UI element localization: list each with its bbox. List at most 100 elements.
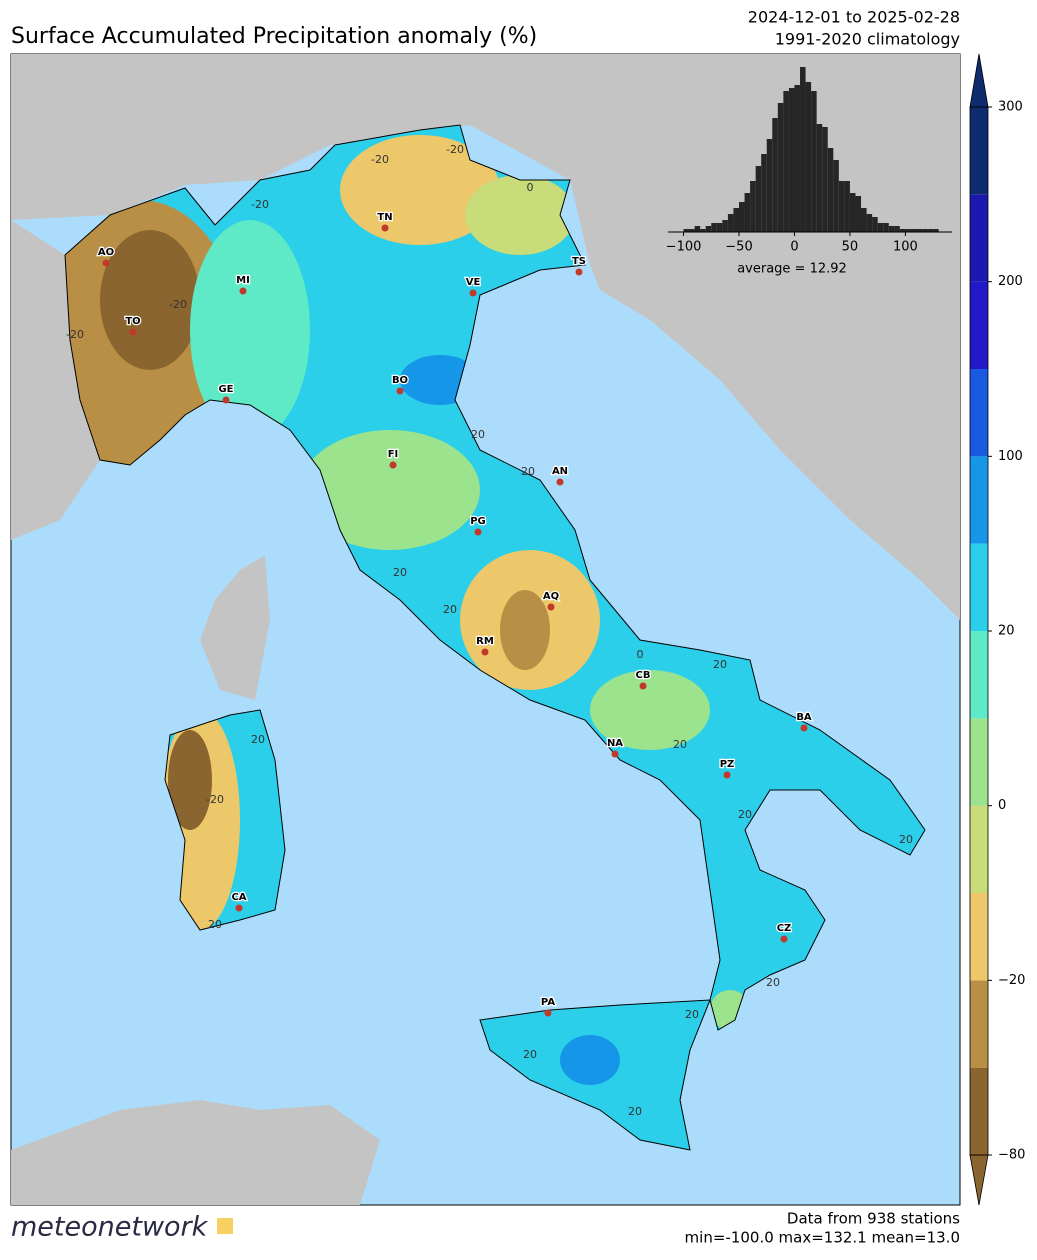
city-label: AN (552, 466, 568, 477)
logo-square (217, 1218, 233, 1234)
colorbar-extend-low (969, 1154, 989, 1206)
hist-bar (694, 226, 701, 232)
city-label: VE (466, 277, 481, 288)
hist-bar (772, 118, 778, 232)
colorbar-tick-label: −80 (998, 1148, 1025, 1163)
hist-bar (861, 208, 867, 232)
hist-bar (816, 124, 823, 232)
hist-bar (877, 223, 884, 232)
contour-label: 20 (738, 808, 752, 821)
contour-label: 20 (628, 1105, 642, 1118)
colorbar-tick-label: 200 (998, 274, 1023, 289)
colorbar-band (970, 194, 988, 282)
contour-label: 20 (899, 833, 913, 846)
city-marker (575, 268, 583, 276)
colorbar-extend-high (969, 53, 989, 108)
hist-bar (683, 229, 690, 232)
hist-annotation: average = 12.92 (737, 262, 847, 277)
hist-tick-label: 100 (893, 240, 918, 255)
hist-bar (910, 229, 917, 232)
city-label: CB (636, 670, 651, 681)
city-marker (474, 528, 482, 536)
hist-bar (927, 229, 934, 232)
hist-bar (689, 229, 695, 232)
contour-label: 20 (713, 658, 727, 671)
corsica (200, 555, 270, 700)
city-marker (800, 724, 808, 732)
hist-bar (833, 160, 839, 232)
contour-label: 20 (471, 428, 485, 441)
hist-bar (844, 181, 850, 232)
city-marker (102, 259, 110, 267)
hist-bar (922, 229, 928, 232)
city-marker (235, 904, 243, 912)
city-marker (129, 328, 137, 336)
contour-label: 20 (766, 976, 780, 989)
colorbar-tick-label: 300 (998, 100, 1023, 115)
hist-bar (766, 139, 773, 232)
colorbar-tick-label: 100 (998, 449, 1023, 464)
hist-bar (700, 229, 706, 232)
colorbar-band (970, 1067, 988, 1155)
hist-bar (916, 229, 923, 232)
city-marker (381, 224, 389, 232)
hist-bar (838, 181, 845, 232)
city-label: PA (541, 997, 555, 1008)
city-marker (547, 603, 555, 611)
contour-label: 20 (443, 603, 457, 616)
city-marker (396, 387, 404, 395)
colorbar: −80 −20 0 20 100 200 300 (969, 53, 1025, 1206)
colorbar-band (970, 281, 988, 369)
city-marker (222, 396, 230, 404)
colorbar-band (970, 631, 988, 719)
hist-bar (883, 223, 889, 232)
contour-label: -20 (66, 328, 84, 341)
city-label: AO (98, 247, 114, 258)
city-label: CA (231, 892, 246, 903)
contour-label: 0 (527, 181, 534, 194)
city-marker (389, 461, 397, 469)
footer-stats: min=-100.0 max=132.1 mean=13.0 (685, 1229, 960, 1247)
colorbar-tick-label: 20 (998, 624, 1015, 639)
hist-bar (905, 229, 911, 232)
logo: meteonetwork (11, 1212, 209, 1243)
map (10, 53, 961, 1206)
hist-bar (805, 82, 812, 232)
city-label: MI (236, 275, 250, 286)
hist-bar (761, 154, 767, 232)
city-label: PG (470, 516, 486, 527)
contour-label: 20 (685, 1008, 699, 1021)
city-marker (239, 287, 247, 295)
hist-tick-label: −50 (725, 240, 752, 255)
contour-labels: -20 -20 -20 -20 -20 -20 20 20 20 20 20 2… (66, 143, 913, 1118)
city-marker (639, 682, 647, 690)
cities: AO MI TO GE TN VE TS BO FI AN PG AQ RM CB NA BA PZ CA CZ PA (97, 211, 813, 1017)
city-marker (481, 648, 489, 656)
histogram: average = 12.92 −100 −50 0 50 100 (666, 67, 952, 277)
contour-label: -20 (206, 793, 224, 806)
hist-tick-label: 50 (842, 240, 859, 255)
contour-label: -20 (169, 298, 187, 311)
contour-label: -20 (446, 143, 464, 156)
hist-bar (733, 208, 739, 232)
hist-bar (899, 229, 906, 232)
hist-bar (888, 226, 895, 232)
hist-tick-label: 0 (790, 240, 798, 255)
colorbar-band (970, 107, 988, 195)
climatology: 1991-2020 climatology (775, 30, 960, 49)
colorbar-tick-label: 0 (998, 798, 1006, 813)
hist-bar (755, 166, 762, 232)
city-label: BA (796, 712, 812, 723)
city-label: NA (607, 738, 623, 749)
hist-bar (750, 181, 756, 232)
city-marker (544, 1009, 552, 1017)
contour-label: 20 (208, 918, 222, 931)
land-africa (11, 1100, 380, 1205)
land-north (11, 54, 960, 620)
hist-bar (705, 226, 712, 232)
footer-stations: Data from 938 stations (787, 1210, 960, 1228)
colorbar-band (970, 369, 988, 457)
hist-bar (744, 193, 751, 232)
hist-bar (800, 67, 806, 232)
colorbar-band (970, 543, 988, 631)
